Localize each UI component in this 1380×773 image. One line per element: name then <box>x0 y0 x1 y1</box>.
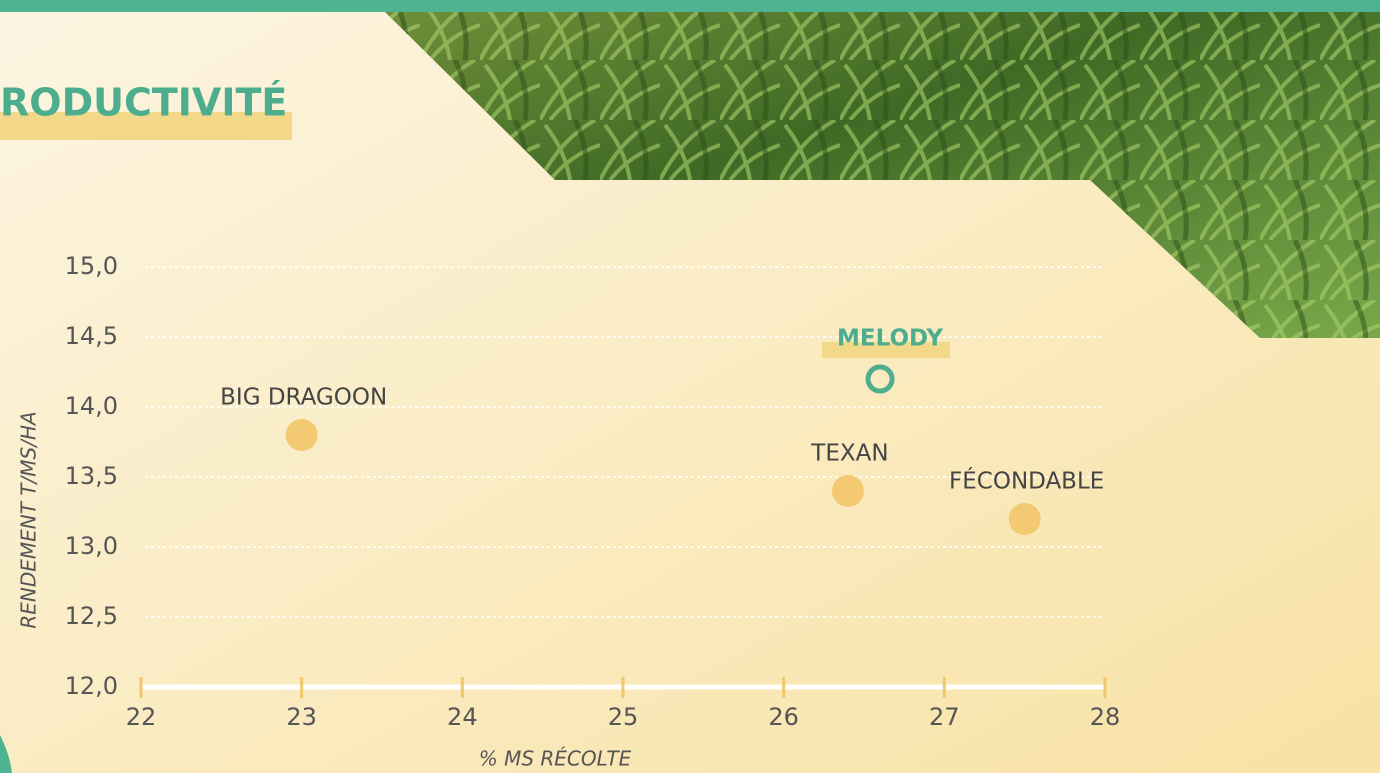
point <box>1009 503 1041 535</box>
x-axis-label: % MS RÉCOLTE <box>479 747 632 771</box>
point-label: FÉCONDABLE <box>949 467 1104 495</box>
x-tick-label: 28 <box>1090 703 1121 731</box>
top-band <box>0 0 1380 12</box>
x-tick-label: 27 <box>929 703 960 731</box>
y-axis-label: RENDEMENT T/MS/HA <box>17 411 41 628</box>
y-tick-label: 14,0 <box>65 392 118 420</box>
x-tick-label: 25 <box>608 703 639 731</box>
y-tick-label: 14,5 <box>65 322 118 350</box>
x-tick-label: 22 <box>126 703 157 731</box>
point-label: TEXAN <box>810 441 888 467</box>
point-label: BIG DRAGOON <box>220 385 387 411</box>
x-tick-label: 26 <box>768 703 799 731</box>
chart-title: RODUCTIVITÉ <box>0 81 287 125</box>
y-tick-label: 15,0 <box>65 252 118 280</box>
y-tick-label: 13,5 <box>65 462 118 490</box>
x-tick-label: 23 <box>286 703 317 731</box>
y-tick-label: 13,0 <box>65 532 118 560</box>
y-tick-label: 12,0 <box>65 672 118 700</box>
point <box>832 475 864 507</box>
y-tick-label: 12,5 <box>65 602 118 630</box>
point-label: MELODY <box>837 326 943 352</box>
point <box>286 419 318 451</box>
chart: RODUCTIVITÉ RENDEMENT T/MS/HA % MS RÉCOL… <box>0 0 1380 773</box>
x-tick-label: 24 <box>447 703 478 731</box>
